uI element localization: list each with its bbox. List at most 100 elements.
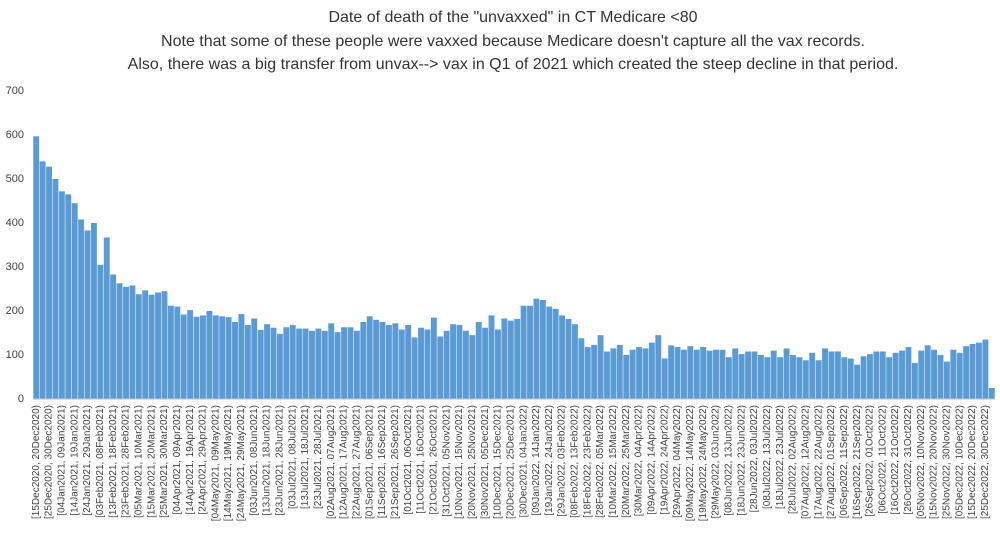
bar — [392, 323, 399, 399]
y-tick-label: 500 — [6, 173, 24, 185]
chart-title: Date of death of the "unvaxxed" in CT Me… — [328, 9, 697, 26]
bar — [347, 327, 354, 399]
bar — [264, 324, 271, 399]
bar — [103, 237, 110, 399]
y-tick-label: 200 — [6, 305, 24, 317]
x-tick-label: [18Feb2022, 23Feb2022) — [582, 405, 593, 518]
bar — [886, 357, 893, 399]
bar — [527, 305, 533, 399]
bar — [155, 292, 162, 399]
bar — [963, 346, 970, 399]
x-tick-label: [03Jun2021, 08Jun2021) — [249, 405, 260, 516]
x-tick-label: [20Nov2021, 25Nov2021) — [467, 405, 478, 519]
x-tick-label: [30Nov2021, 05Dec2021) — [480, 405, 491, 519]
x-tick-label: [23Jul2021, 28Jul2021) — [313, 405, 324, 509]
x-tick-label: [31Oct2021, 05Nov2021) — [441, 405, 452, 517]
bar — [187, 310, 194, 399]
x-tick-label: [15Dec2020, 20Dec2020) — [31, 405, 42, 519]
bar — [161, 291, 168, 399]
x-tick-label: [23Jun2021, 28Jun2021) — [275, 405, 286, 516]
bar — [309, 330, 315, 399]
bar — [802, 360, 809, 399]
bar — [693, 349, 700, 399]
bar — [296, 328, 303, 399]
bar — [777, 357, 784, 399]
y-tick-label: 600 — [6, 129, 24, 141]
bar — [937, 355, 944, 399]
x-tick-label: [04May2021, 09May2021) — [210, 405, 221, 521]
bar — [353, 330, 360, 399]
bar — [462, 330, 469, 399]
x-tick-label: [05Dec2022, 10Dec2022) — [954, 405, 965, 519]
x-tick-label: [01Oct2021, 06Oct2021) — [403, 405, 414, 515]
bar — [116, 283, 123, 399]
bar — [180, 314, 187, 399]
bar — [719, 349, 726, 399]
x-tick-label: [20Dec2021, 25Dec2021) — [505, 405, 516, 519]
x-tick-label: [10Nov2021, 15Nov2021) — [454, 405, 465, 519]
bar — [591, 344, 598, 399]
bar — [219, 316, 226, 399]
bar — [135, 294, 142, 399]
bar — [943, 361, 950, 399]
x-tick-label: [13Jul2021, 18Jul2021) — [300, 405, 311, 509]
bar — [879, 351, 886, 399]
x-tick-label: [08Jul2022, 13Jul2022) — [762, 405, 773, 509]
bar — [559, 315, 566, 399]
x-tick-label: [29May2022, 03Jun2022) — [711, 405, 722, 518]
bar — [315, 328, 322, 399]
bar — [770, 350, 777, 399]
bar — [65, 194, 72, 399]
bar — [450, 324, 457, 399]
x-tick-label: [15Dec2022, 20Dec2022) — [967, 405, 978, 519]
x-tick-label: [25Dec2022, 30Dec2022) — [980, 405, 991, 519]
x-tick-label: [21Sep2021, 26Sep2021) — [390, 405, 401, 519]
bar — [495, 329, 501, 399]
bar — [373, 319, 380, 399]
bar — [533, 298, 540, 399]
bar — [757, 355, 764, 399]
bar — [578, 338, 585, 399]
bar — [552, 308, 559, 399]
bar — [58, 191, 65, 399]
bar — [655, 335, 662, 399]
x-tick-label: [23Feb2021, 28Feb2021) — [121, 405, 132, 518]
bar — [854, 364, 861, 399]
x-tick-label: [10Dec2021, 15Dec2021) — [493, 405, 504, 519]
bar — [988, 388, 995, 399]
bar — [270, 327, 277, 399]
bar — [584, 347, 591, 399]
bar — [565, 318, 572, 399]
x-tick-label: [03Jul2021, 08Jul2021) — [287, 405, 298, 509]
x-tick-label: [01Sep2021, 06Sep2021) — [364, 405, 375, 519]
bar — [212, 315, 219, 399]
bar — [956, 352, 963, 399]
x-tick-label: [03Feb2021, 08Feb2021) — [95, 405, 106, 518]
bar — [244, 325, 251, 399]
x-tick-label: [28Feb2022, 05Mar2022) — [595, 405, 606, 518]
bar — [822, 348, 828, 399]
chart-title: Also, there was a big transfer from unva… — [128, 56, 899, 73]
bar — [232, 322, 238, 399]
x-tick-label: [11Oct2021, 16Oct2021) — [416, 405, 427, 514]
y-tick-label: 300 — [6, 261, 24, 273]
bar — [899, 350, 905, 399]
bar — [283, 327, 290, 399]
x-tick-label: [14Jan2021, 19Jan2021) — [69, 405, 80, 516]
bar — [238, 314, 245, 399]
x-tick-label: [07Aug2022, 12Aug2022) — [800, 405, 811, 519]
bar — [405, 325, 412, 399]
x-tick-label: [04Apr2021, 09Apr2021) — [172, 405, 183, 515]
bar — [334, 332, 341, 399]
x-tick-label: [13Jun2021, 18Jun2021) — [262, 405, 273, 516]
bar — [206, 311, 213, 399]
y-tick-label: 0 — [18, 393, 24, 405]
x-tick-label: [17Aug2022, 22Aug2022) — [813, 405, 824, 519]
x-tick-label: [06Sep2022, 11Sep2022) — [839, 405, 850, 518]
bar — [123, 286, 129, 399]
x-tick-label: [21Oct2021, 26Oct2021) — [428, 405, 439, 515]
bar — [745, 351, 752, 399]
bar — [443, 330, 450, 399]
bar — [193, 316, 200, 399]
bar — [783, 348, 790, 399]
